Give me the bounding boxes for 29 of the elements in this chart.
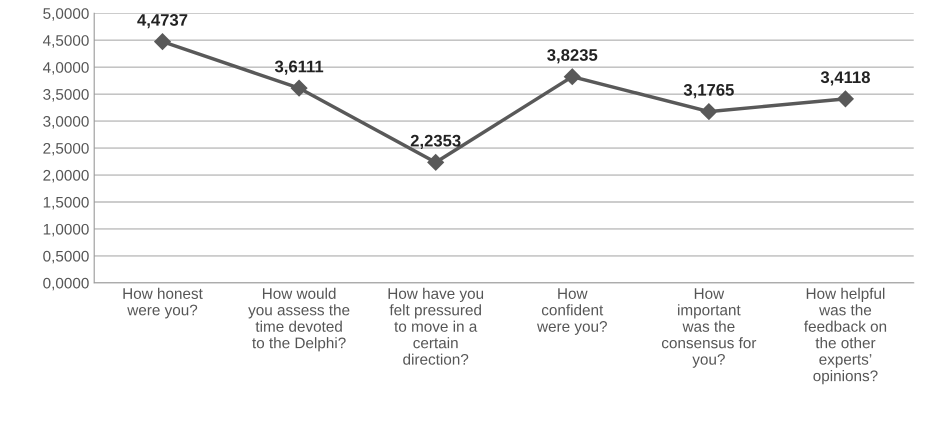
data-label: 3,6111 (274, 60, 324, 75)
x-tick-label: How honest were you? (123, 288, 203, 318)
data-label: 3,4118 (820, 71, 870, 86)
point (427, 154, 444, 171)
y-tick-label: 3,0000 (43, 116, 89, 129)
y-tick-label: 5,0000 (43, 8, 89, 21)
point (154, 33, 171, 50)
x-tick-label: How important was the consensus for you? (662, 288, 756, 368)
y-tick-label: 0,5000 (43, 250, 89, 264)
x-tick-label: How have you felt pressured to move in a certain direction? (388, 288, 484, 365)
point (290, 80, 308, 97)
data-label: 4,4737 (137, 14, 188, 28)
x-tick-label: How would you assess the time devoted to the Delphi? (248, 288, 350, 352)
point (837, 90, 854, 108)
y-tick-label: 4,0000 (42, 62, 89, 75)
y-tick-label: 1,5000 (44, 196, 89, 210)
x-tick-label: How confident were you? (537, 288, 607, 335)
y-tick-label: 4,5000 (42, 35, 89, 48)
point (564, 68, 581, 86)
y-tick-label: 1,0000 (44, 224, 89, 236)
data-label: 2,2353 (410, 134, 461, 149)
data-label: 3,1765 (684, 84, 734, 98)
y-tick-label: 2,0000 (43, 170, 89, 183)
x-tick-label: How helpful was the feedback on the other experts’ opinions? (804, 288, 886, 384)
y-tick-label: 0,0000 (43, 278, 89, 290)
data-label: 3,8235 (547, 49, 598, 64)
point (700, 103, 718, 120)
y-tick-label: 3,5000 (43, 89, 89, 102)
y-tick-label: 2,5000 (43, 142, 89, 156)
